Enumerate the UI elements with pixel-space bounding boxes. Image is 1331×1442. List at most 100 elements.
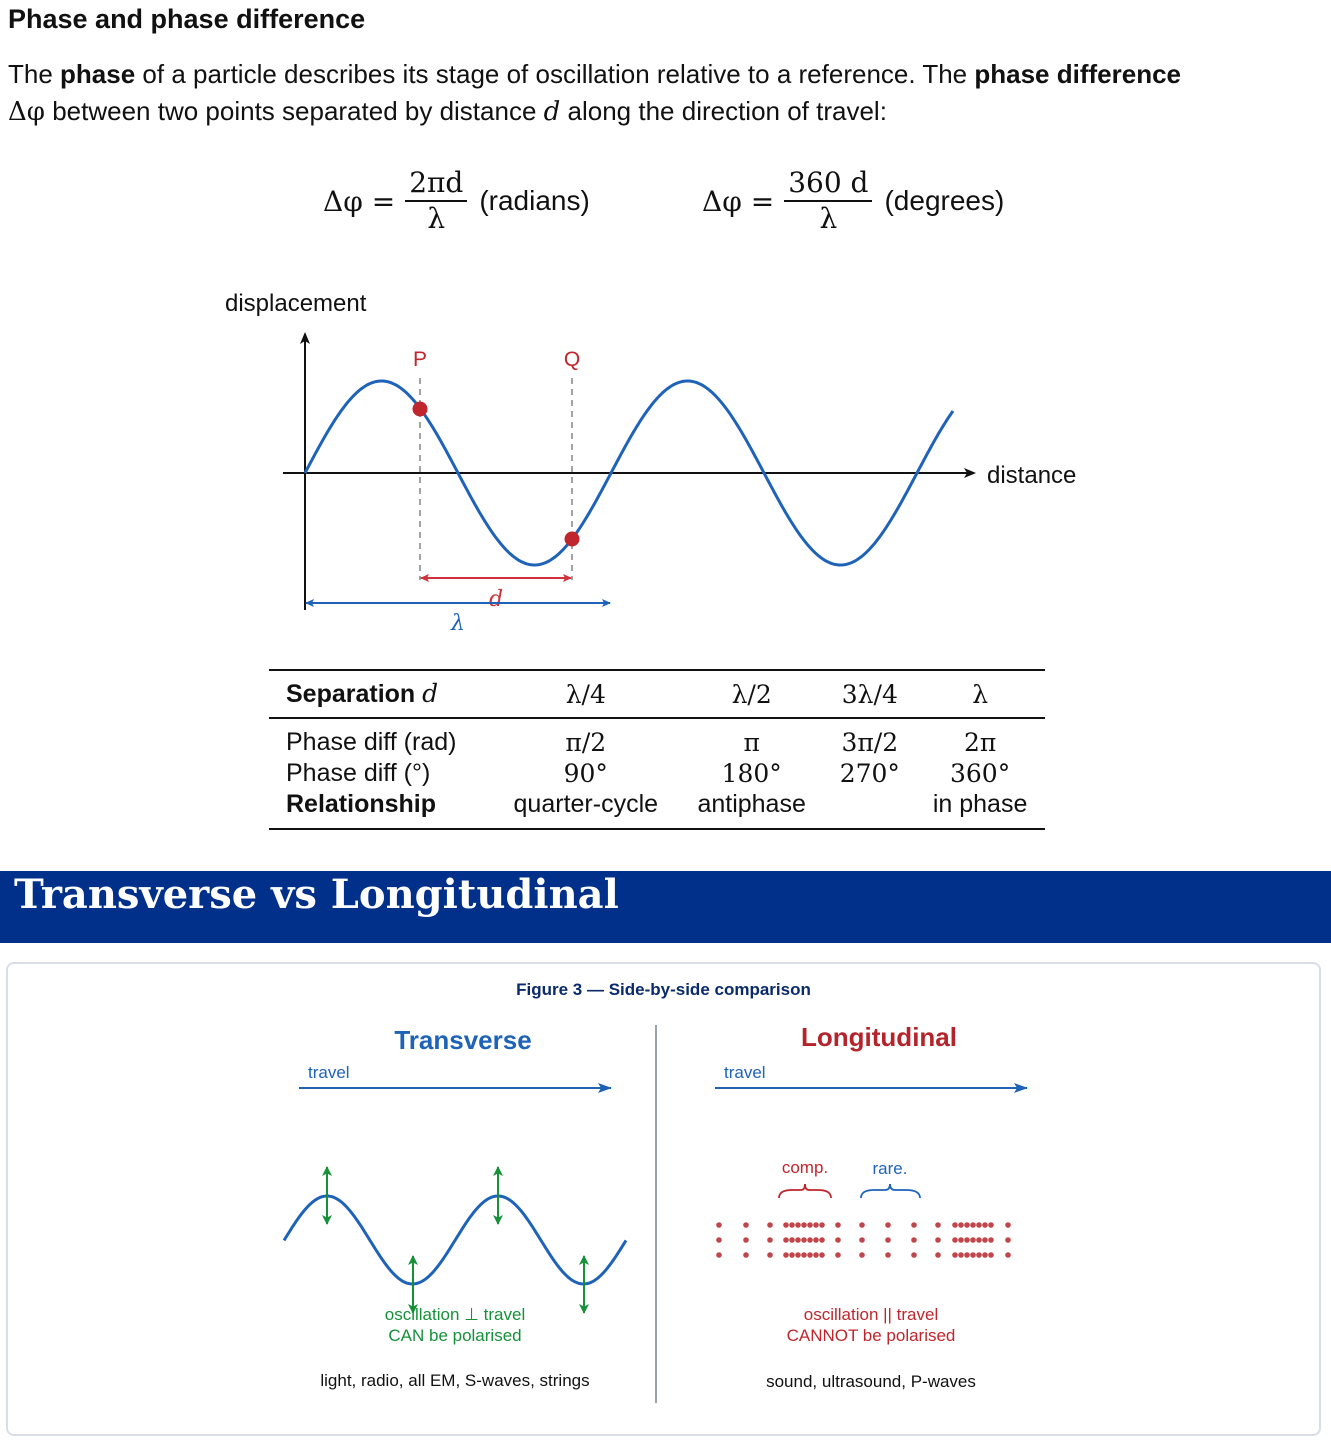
particle-dot: [935, 1252, 941, 1258]
longitudinal-travel-label: travel: [724, 1063, 766, 1082]
particle-dot: [964, 1252, 970, 1258]
table-cell: 2π: [963, 728, 997, 757]
particle-dot: [988, 1222, 994, 1228]
wave-curve: [303, 379, 955, 567]
formula-radians-denominator: λ: [427, 202, 446, 235]
particle-dot: [911, 1252, 917, 1258]
particle-dot: [783, 1222, 789, 1228]
compression-brace-icon: [778, 1183, 832, 1199]
particle-dot: [801, 1252, 807, 1258]
particle-dot: [789, 1252, 795, 1258]
table-row-label: Phase diff (rad): [286, 728, 457, 756]
transverse-title: Transverse: [394, 1025, 531, 1055]
table-row-label: Relationship: [286, 790, 437, 818]
section-banner: Transverse vs Longitudinal: [0, 871, 1331, 943]
particle-dot: [970, 1252, 976, 1258]
particle-dot: [982, 1252, 988, 1258]
particle-dot: [935, 1222, 941, 1228]
table-cell: 90°: [563, 759, 608, 788]
phase-table: Separation d λ/4 λ/2 3λ/4 λ Phase diff (…: [269, 669, 1045, 830]
table-row: Phase diff (°) 90° 180° 270° 360°: [269, 758, 1045, 789]
particle-dot: [970, 1237, 976, 1243]
phase-table-header-label: Separation d: [269, 670, 493, 719]
particle-dot: [795, 1222, 801, 1228]
particle-dot: [1005, 1222, 1011, 1228]
wave-diagram: displacement distance P Q d λ: [225, 290, 1076, 636]
table-cell: 360°: [950, 759, 1011, 788]
particle-dot: [958, 1237, 964, 1243]
particle-dot: [767, 1237, 773, 1243]
table-cell: 3π/2: [841, 728, 899, 757]
particle-dot: [789, 1237, 795, 1243]
particle-dot: [835, 1222, 841, 1228]
table-cell: antiphase: [697, 790, 806, 818]
rarefaction-brace-icon: [860, 1183, 921, 1199]
point-p-marker: [412, 401, 428, 417]
section-title: Phase and phase difference: [8, 4, 366, 34]
rarefaction-label: rare.: [873, 1159, 908, 1178]
y-axis-label: displacement: [225, 290, 367, 317]
particle-dot: [885, 1252, 891, 1258]
longitudinal-title: Longitudinal: [801, 1022, 957, 1052]
particle-dot: [743, 1237, 749, 1243]
formula-radians: Δφ = 2πd λ (radians): [323, 166, 590, 235]
particle-dot: [964, 1237, 970, 1243]
particle-dot: [911, 1237, 917, 1243]
particle-dot: [835, 1252, 841, 1258]
particle-dot: [952, 1252, 958, 1258]
wavelength-label: λ: [450, 611, 465, 636]
point-q-label: Q: [564, 348, 580, 371]
particle-dot: [952, 1237, 958, 1243]
particle-dot: [885, 1222, 891, 1228]
particle-dot: [807, 1237, 813, 1243]
phase-table-header-row: Separation d λ/4 λ/2 3λ/4 λ: [269, 670, 1045, 719]
particle-dot: [952, 1222, 958, 1228]
particle-dot: [795, 1252, 801, 1258]
particle-dot: [982, 1222, 988, 1228]
particle-dot: [958, 1252, 964, 1258]
particle-dot: [964, 1222, 970, 1228]
intro-paragraph: The phase of a particle describes its st…: [8, 59, 1182, 127]
particle-dot: [835, 1237, 841, 1243]
table-row-label: Phase diff (°): [286, 759, 431, 787]
particle-dot: [767, 1252, 773, 1258]
longitudinal-examples: sound, ultrasound, P-waves: [766, 1372, 976, 1391]
formula-degrees-numerator: 360 d: [784, 168, 873, 202]
particle-dot: [783, 1252, 789, 1258]
particle-dot: [801, 1222, 807, 1228]
particle-dot: [789, 1222, 795, 1228]
transverse-note-polarised: CAN be polarised: [388, 1326, 521, 1345]
particle-dot: [743, 1222, 749, 1228]
particle-dot: [988, 1252, 994, 1258]
table-cell: 180°: [721, 759, 782, 788]
transverse-note-oscillation: oscillation ⊥ travel: [385, 1305, 525, 1324]
particle-dot: [885, 1237, 891, 1243]
phase-table-column-header: λ/4: [492, 670, 679, 719]
particle-grid: [716, 1222, 1011, 1258]
particle-dot: [767, 1222, 773, 1228]
table-cell: 270°: [839, 759, 900, 788]
particle-dot: [1005, 1237, 1011, 1243]
formula-degrees: Δφ = 360 d λ (degrees): [702, 166, 1005, 235]
phase-difference-symbol: Δφ: [8, 97, 45, 127]
banner-title: Transverse vs Longitudinal: [14, 871, 619, 918]
particle-dot: [911, 1222, 917, 1228]
particle-dot: [958, 1222, 964, 1228]
particle-dot: [819, 1222, 825, 1228]
particle-dot: [982, 1237, 988, 1243]
particle-dot: [859, 1222, 865, 1228]
particle-dot: [859, 1237, 865, 1243]
particle-dot: [795, 1237, 801, 1243]
table-cell: in phase: [932, 790, 1028, 818]
point-q-marker: [564, 531, 580, 547]
table-cell: π/2: [565, 728, 607, 757]
transverse-wave: [282, 1194, 628, 1286]
phase-table-column-header: λ: [915, 670, 1045, 719]
transverse-examples: light, radio, all EM, S-waves, strings: [320, 1371, 589, 1390]
phase-table-column-header: λ/2: [678, 670, 825, 719]
table-cell: quarter-cycle: [513, 790, 659, 818]
particle-dot: [976, 1237, 982, 1243]
point-p-label: P: [413, 348, 427, 371]
particle-dot: [1005, 1252, 1011, 1258]
table-cell: π: [743, 728, 760, 757]
